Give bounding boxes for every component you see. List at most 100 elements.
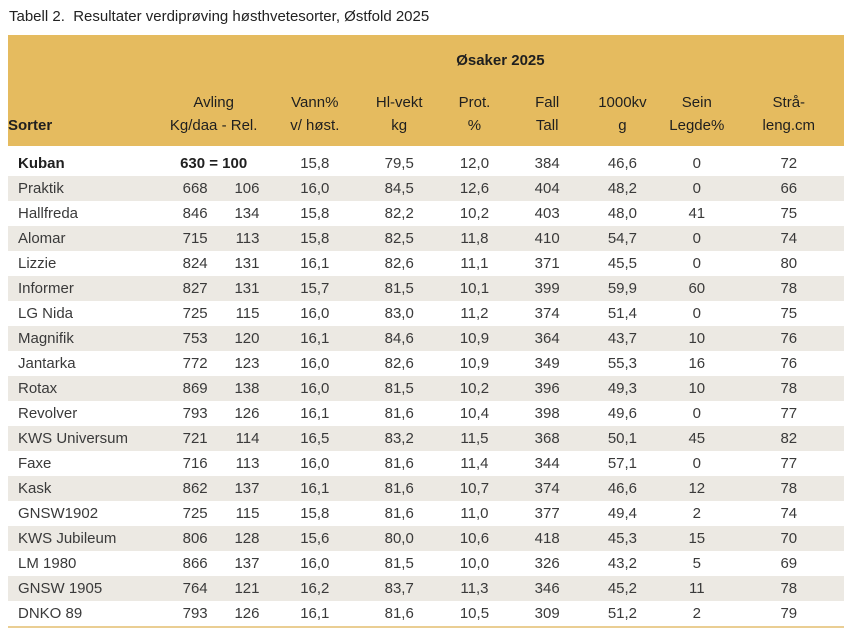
cell-sein-legde-prosent: 2 bbox=[692, 605, 701, 622]
cell-avling-rel: 131 bbox=[234, 255, 260, 272]
table-row: DNKO 89 793 126 16,1 81,6 10,5 309 51,2 2 79 bbox=[8, 601, 844, 627]
cell-avling-rel: 120 bbox=[218, 326, 271, 351]
cell-vann-prosent: 15,7 bbox=[270, 276, 360, 301]
cell-protein-prosent: 11,2 bbox=[460, 305, 489, 322]
cell-avling-kgdaa: 806 bbox=[156, 526, 219, 551]
cell-1000kornvekt: 55,3 bbox=[607, 355, 638, 372]
cell-hlvekt: 82,2 bbox=[384, 205, 414, 222]
cell-falltall: 371 bbox=[534, 255, 560, 272]
cell-stralengde-cm: 75 bbox=[780, 205, 798, 222]
cell-sein-legde-prosent: 0 bbox=[692, 255, 701, 272]
table-row: Hallfreda 846 134 15,8 82,2 10,2 403 48,0 41 75 bbox=[8, 201, 844, 226]
cell-protein-prosent: 11,4 bbox=[460, 455, 489, 472]
cell-falltall: 377 bbox=[534, 505, 560, 522]
table-row: Kuban 630 = 100 15,8 79,5 12,0 384 46,6 0 72 bbox=[8, 151, 844, 176]
cell-sein-legde-prosent: 0 bbox=[660, 226, 734, 251]
cell-sort-name: Kask bbox=[8, 476, 157, 501]
cell-hlvekt: 84,6 bbox=[359, 326, 440, 351]
cell-vann-prosent: 16,0 bbox=[270, 176, 360, 201]
table-row: KWS Jubileum 806 128 15,6 80,0 10,6 418 45,3 15 7… bbox=[8, 526, 844, 551]
cell-falltall: 410 bbox=[509, 226, 585, 251]
cell-sort-name: DNKO 89 bbox=[18, 605, 83, 622]
cell-avling-kgdaa: 793 bbox=[182, 405, 208, 422]
cell-sort-name: Alomar bbox=[8, 226, 157, 251]
cell-hlvekt: 82,5 bbox=[359, 226, 440, 251]
column-header-line1: Hl-vekt bbox=[375, 94, 423, 111]
table-row: KWS Universum 721 114 16,5 83,2 11,5 368 50,1 45… bbox=[8, 426, 844, 451]
cell-sein-legde-prosent: 15 bbox=[660, 526, 734, 551]
cell-falltall: 309 bbox=[534, 605, 560, 622]
trial-site-header: Øsaker 2025 bbox=[156, 35, 844, 79]
column-header-vann: Vann% v/ høst. bbox=[270, 79, 360, 146]
cell-falltall: 404 bbox=[509, 176, 585, 201]
cell-falltall: 346 bbox=[509, 576, 585, 601]
cell-1000kornvekt: 54,7 bbox=[584, 226, 661, 251]
cell-vann-prosent: 15,8 bbox=[300, 155, 330, 172]
column-header-line2: Legde% bbox=[669, 117, 725, 134]
column-header-line2: % bbox=[467, 117, 482, 134]
column-header-row: Sorter Avling Kg/daa - Rel. Vann% v/ høs… bbox=[8, 79, 844, 146]
table-row: Revolver 793 126 16,1 81,6 10,4 398 49,6 0 77 bbox=[8, 401, 844, 426]
cell-avling-kgdaa: 869 bbox=[156, 376, 219, 401]
cell-avling-rel: 115 bbox=[235, 505, 260, 522]
cell-protein-prosent: 11,3 bbox=[439, 576, 510, 601]
cell-hlvekt: 80,0 bbox=[359, 526, 440, 551]
cell-1000kornvekt: 49,6 bbox=[607, 405, 638, 422]
cell-falltall: 326 bbox=[534, 555, 560, 572]
column-header-line1: Strå- bbox=[772, 94, 806, 111]
cell-stralengde-cm: 74 bbox=[733, 226, 844, 251]
cell-vann-prosent: 15,8 bbox=[270, 226, 360, 251]
cell-falltall: 418 bbox=[509, 526, 585, 551]
cell-sein-legde-prosent: 10 bbox=[660, 376, 734, 401]
cell-sein-legde-prosent: 16 bbox=[688, 355, 706, 372]
cell-protein-prosent: 10,2 bbox=[459, 205, 490, 222]
table-row: GNSW1902 725 115 15,8 81,6 11,0 377 49,4 2 74 bbox=[8, 501, 844, 526]
cell-sort-name: Faxe bbox=[18, 455, 52, 472]
cell-avling-rel: 113 bbox=[235, 455, 260, 472]
cell-falltall: 344 bbox=[534, 455, 560, 472]
cell-vann-prosent: 16,1 bbox=[270, 326, 360, 351]
cell-sein-legde-prosent: 45 bbox=[660, 426, 734, 451]
column-header-line1: 1000kv bbox=[598, 94, 647, 111]
cell-sort-name: Kuban bbox=[18, 155, 65, 172]
column-header-sorter: Sorter bbox=[8, 79, 157, 146]
cell-avling-rel: 138 bbox=[218, 376, 271, 401]
cell-stralengde-cm: 75 bbox=[780, 305, 798, 322]
results-table: Øsaker 2025 Sorter Avling Kg/daa - Rel. … bbox=[8, 35, 844, 628]
table-row: Kask 862 137 16,1 81,6 10,7 374 46,6 12 78 bbox=[8, 476, 844, 501]
cell-avling-rel: 121 bbox=[218, 576, 271, 601]
cell-avling-kgdaa: 715 bbox=[156, 226, 219, 251]
cell-avling-rel: 126 bbox=[234, 605, 260, 622]
cell-sein-legde-prosent: 0 bbox=[692, 405, 701, 422]
table-row: GNSW 1905 764 121 16,2 83,7 11,3 346 45,2 11 78 bbox=[8, 576, 844, 601]
cell-vann-prosent: 15,8 bbox=[300, 205, 330, 222]
cell-1000kornvekt: 46,6 bbox=[607, 155, 638, 172]
cell-avling-kgdaa: 824 bbox=[182, 255, 208, 272]
cell-falltall: 364 bbox=[509, 326, 585, 351]
cell-vann-prosent: 16,1 bbox=[300, 405, 330, 422]
trial-site-band: Øsaker 2025 bbox=[8, 35, 844, 79]
cell-protein-prosent: 11,0 bbox=[460, 505, 489, 522]
cell-vann-prosent: 16,1 bbox=[270, 476, 360, 501]
cell-sort-name: GNSW1902 bbox=[18, 505, 99, 522]
cell-avling-kgdaa: 866 bbox=[182, 555, 208, 572]
cell-hlvekt: 81,6 bbox=[384, 605, 414, 622]
cell-avling-rel: 131 bbox=[218, 276, 271, 301]
cell-avling-rel: 134 bbox=[234, 205, 260, 222]
table-row: Alomar 715 113 15,8 82,5 11,8 410 54,7 0 74 bbox=[8, 226, 844, 251]
cell-sort-name: Revolver bbox=[18, 405, 78, 422]
table-row: Lizzie 824 131 16,1 82,6 11,1 371 45,5 0 80 bbox=[8, 251, 844, 276]
table-row: Faxe 716 113 16,0 81,6 11,4 344 57,1 0 77 bbox=[8, 451, 844, 476]
cell-hlvekt: 81,5 bbox=[359, 376, 440, 401]
cell-hlvekt: 81,6 bbox=[384, 505, 414, 522]
cell-hlvekt: 79,5 bbox=[384, 155, 414, 172]
cell-falltall: 384 bbox=[534, 155, 560, 172]
cell-stralengde-cm: 78 bbox=[733, 276, 844, 301]
cell-stralengde-cm: 78 bbox=[733, 376, 844, 401]
cell-sort-name: LM 1980 bbox=[18, 555, 77, 572]
table-caption: Tabell 2. Resultater verdiprøving høsthv… bbox=[9, 8, 430, 25]
column-header-line2: Kg/daa - Rel. bbox=[169, 117, 258, 134]
cell-1000kornvekt: 59,9 bbox=[584, 276, 661, 301]
cell-sort-name: KWS Universum bbox=[8, 426, 157, 451]
